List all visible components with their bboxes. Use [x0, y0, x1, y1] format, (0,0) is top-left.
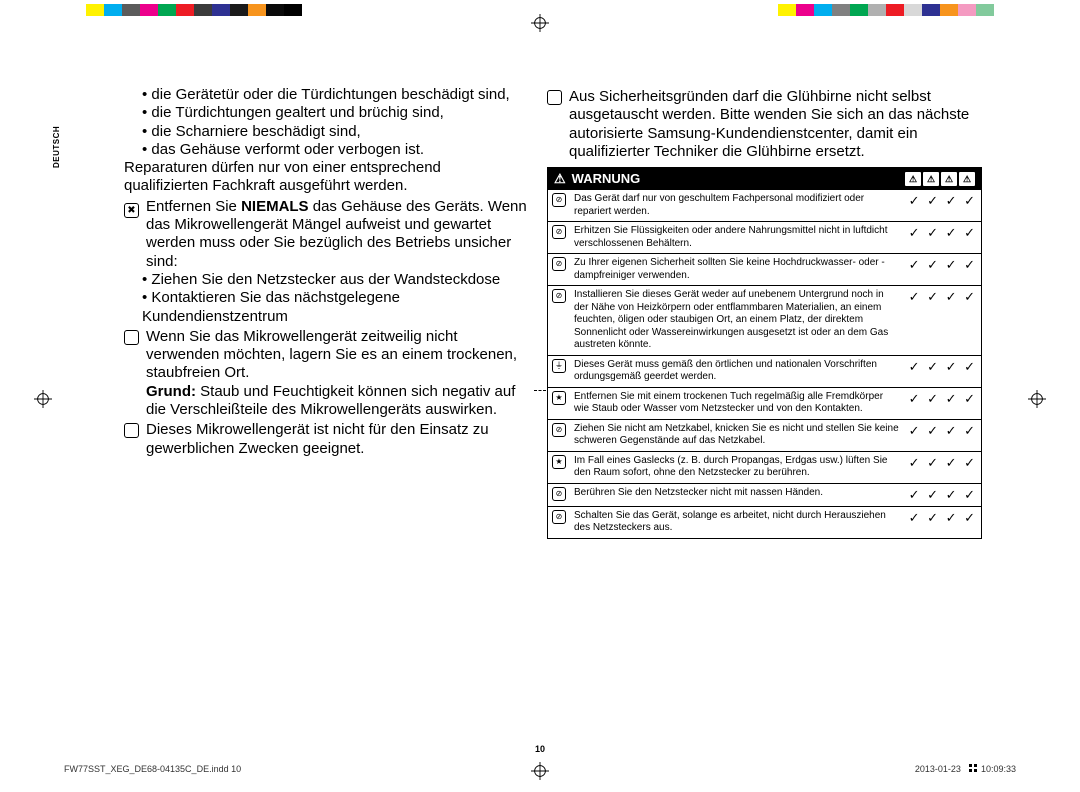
row-icon: ⊘	[552, 423, 566, 437]
warning-text: Im Fall eines Gaslecks (z. B. durch Prop…	[570, 451, 905, 483]
warning-checks: ✓ ✓ ✓ ✓	[905, 190, 981, 222]
hdr-icon: ⚠	[941, 172, 957, 186]
warning-row: ⊘ Installieren Sie dieses Gerät weder auf…	[548, 286, 981, 356]
warning-checks: ✓ ✓ ✓ ✓	[905, 387, 981, 419]
repair-note: Reparaturen dürfen nur von einer entspre…	[98, 159, 533, 196]
warning-text: Erhitzen Sie Flüssigkeiten oder andere N…	[570, 222, 905, 254]
row-icon: ★	[552, 391, 566, 405]
row-icon: ⊘	[552, 225, 566, 239]
warning-row: ⊘ Schalten Sie das Gerät, solange es arbe…	[548, 506, 981, 538]
page-number: 10	[535, 744, 545, 754]
color-bar-right	[778, 4, 1012, 16]
warning-row: ⊘ Erhitzen Sie Flüssigkeiten oder andere …	[548, 222, 981, 254]
warning-checks: ✓ ✓ ✓ ✓	[905, 483, 981, 506]
warning-text: Das Gerät darf nur von geschultem Fachpe…	[570, 190, 905, 222]
warning-text: Installieren Sie dieses Gerät weder auf …	[570, 286, 905, 356]
action-bullets: Ziehen Sie den Netzstecker aus der Wands…	[98, 271, 533, 326]
registration-mark-right	[1028, 390, 1046, 408]
warning-row: ⏚ Dieses Gerät muss gemäß den örtlichen u…	[548, 355, 981, 387]
bullet-item: Ziehen Sie den Netzstecker aus der Wands…	[142, 271, 533, 289]
right-column: Aus Sicherheitsgründen darf die Glühbirn…	[547, 86, 982, 766]
warning-text: Zu Ihrer eigenen Sicherheit sollten Sie …	[570, 254, 905, 286]
warning-checks: ✓ ✓ ✓ ✓	[905, 506, 981, 538]
warning-checks: ✓ ✓ ✓ ✓	[905, 222, 981, 254]
warning-header: ⚠ WARNUNG ⚠ ⚠ ⚠ ⚠	[548, 168, 981, 190]
warning-checks: ✓ ✓ ✓ ✓	[905, 286, 981, 356]
warning-box: ⚠ WARNUNG ⚠ ⚠ ⚠ ⚠ ⊘ Das Gerät darf nur vo…	[547, 167, 982, 539]
warning-row: ⊘ Zu Ihrer eigenen Sicherheit sollten Sie…	[548, 254, 981, 286]
row-icon: ⊘	[552, 257, 566, 271]
damage-bullets: die Gerätetür oder die Türdichtungen bes…	[98, 86, 533, 159]
bullet-item: die Gerätetür oder die Türdichtungen bes…	[142, 86, 533, 104]
warning-checks: ✓ ✓ ✓ ✓	[905, 419, 981, 451]
warning-text: Dieses Gerät muss gemäß den örtlichen un…	[570, 355, 905, 387]
warning-row: ★ Im Fall eines Gaslecks (z. B. durch Pro…	[548, 451, 981, 483]
warning-text: Schalten Sie das Gerät, solange es arbei…	[570, 506, 905, 538]
row-icon: ⊘	[552, 289, 566, 303]
warning-checks: ✓ ✓ ✓ ✓	[905, 254, 981, 286]
note-icon	[547, 90, 562, 105]
page-content: die Gerätetür oder die Türdichtungen bes…	[54, 44, 1026, 766]
warning-text: Ziehen Sie nicht am Netzkabel, knicken S…	[570, 419, 905, 451]
warning-header-icons: ⚠ ⚠ ⚠ ⚠	[905, 172, 975, 186]
warning-row: ⊘ Ziehen Sie nicht am Netzkabel, knicken …	[548, 419, 981, 451]
never-remove-para: ✖ Entfernen Sie NIEMALS das Gehäuse des …	[98, 198, 533, 271]
row-icon: ⊘	[552, 487, 566, 501]
commercial-para: Dieses Mikrowellengerät ist nicht für de…	[98, 421, 533, 458]
bullet-item: die Scharniere beschädigt sind,	[142, 123, 533, 141]
warning-text: Berühren Sie den Netzstecker nicht mit n…	[570, 483, 905, 506]
warning-triangle-icon: ⚠	[554, 171, 566, 187]
row-icon: ⊘	[552, 510, 566, 524]
registration-mark-top	[531, 14, 549, 32]
note-icon	[124, 330, 139, 345]
bullet-item: die Türdichtungen gealtert und brüchig s…	[142, 104, 533, 122]
row-icon: ★	[552, 455, 566, 469]
storage-para: Wenn Sie das Mikrowellengerät zeitweilig…	[98, 328, 533, 419]
warning-row: ⊘ Berühren Sie den Netzstecker nicht mit …	[548, 483, 981, 506]
warning-table: ⊘ Das Gerät darf nur von geschultem Fachp…	[548, 190, 981, 538]
hdr-icon: ⚠	[959, 172, 975, 186]
color-bar-left	[68, 4, 302, 16]
left-column: die Gerätetür oder die Türdichtungen bes…	[98, 86, 533, 766]
footer-filename: FW77SST_XEG_DE68-04135C_DE.indd 10	[64, 764, 241, 774]
bullet-item: Kontaktieren Sie das nächstgelegene Kund…	[142, 289, 533, 326]
lightbulb-para: Aus Sicherheitsgründen darf die Glühbirn…	[547, 88, 982, 161]
forbid-icon: ✖	[124, 203, 139, 218]
row-icon: ⏚	[552, 359, 566, 373]
registration-mark-left	[34, 390, 52, 408]
warning-text: Entfernen Sie mit einem trockenen Tuch r…	[570, 387, 905, 419]
warning-row: ⊘ Das Gerät darf nur von geschultem Fachp…	[548, 190, 981, 222]
warning-checks: ✓ ✓ ✓ ✓	[905, 451, 981, 483]
hdr-icon: ⚠	[905, 172, 921, 186]
warning-title: WARNUNG	[572, 171, 641, 187]
bullet-item: das Gehäuse verformt oder verbogen ist.	[142, 141, 533, 159]
hdr-icon: ⚠	[923, 172, 939, 186]
row-icon: ⊘	[552, 193, 566, 207]
warning-row: ★ Entfernen Sie mit einem trockenen Tuch …	[548, 387, 981, 419]
footer-timestamp: 2013-01-23 10:09:33	[915, 763, 1016, 774]
note-icon	[124, 423, 139, 438]
warning-checks: ✓ ✓ ✓ ✓	[905, 355, 981, 387]
